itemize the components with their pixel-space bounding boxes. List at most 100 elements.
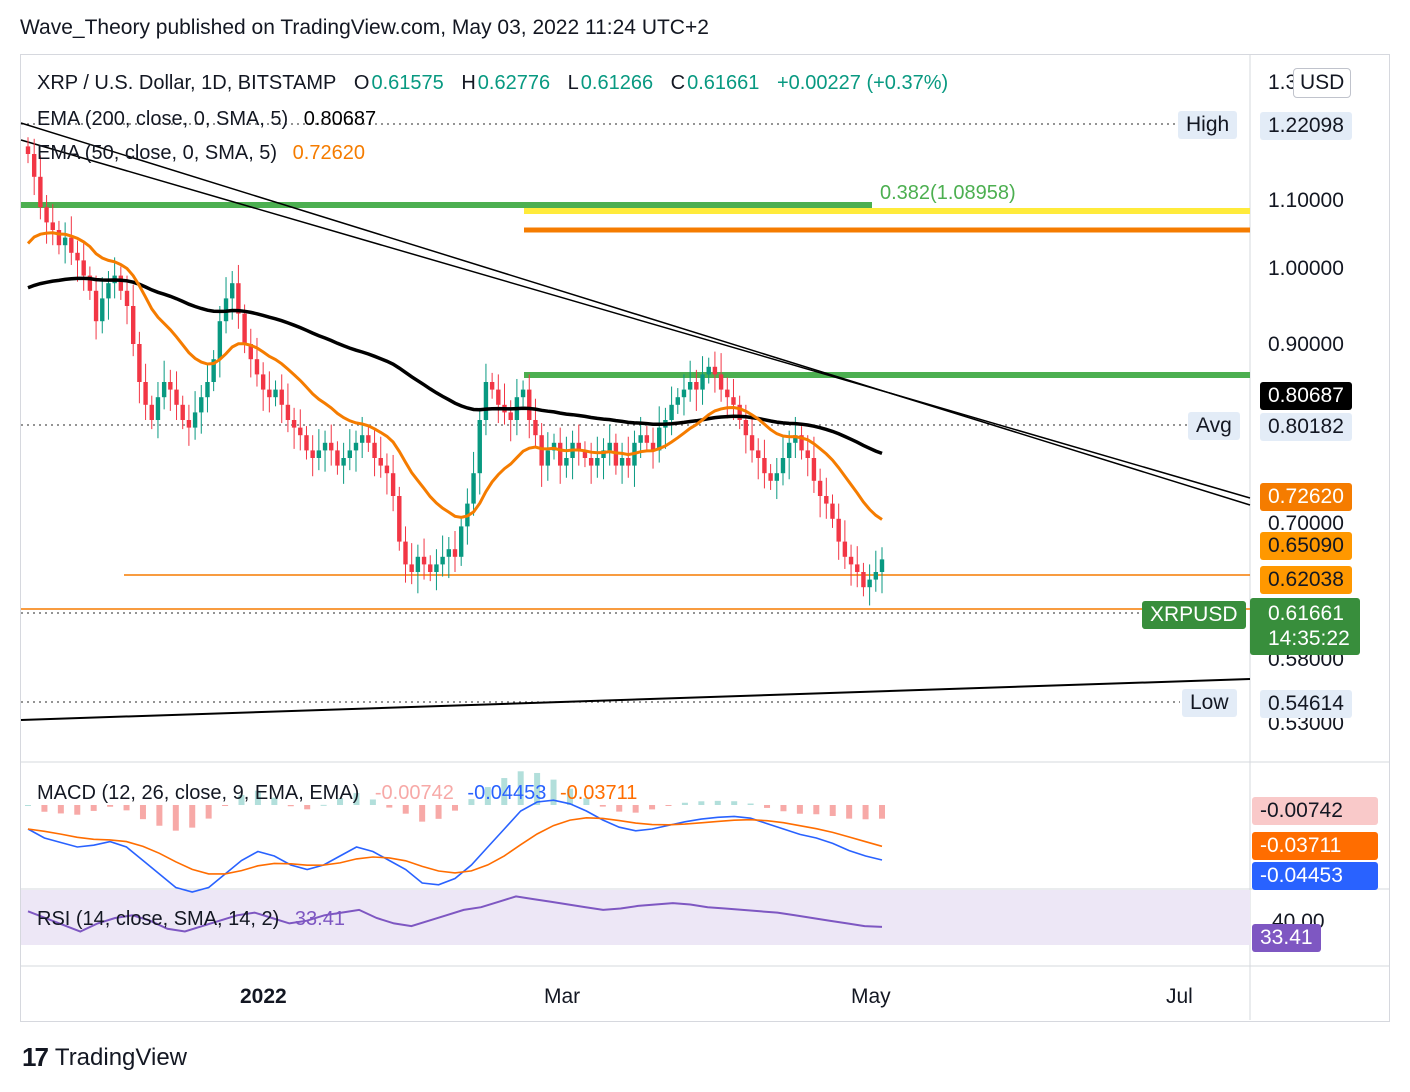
candle-body <box>725 389 730 398</box>
level-a-tag: 0.65090 <box>1260 532 1352 560</box>
macd-hist-bar <box>501 778 508 805</box>
candle-body <box>483 382 489 420</box>
candle-body <box>718 374 724 390</box>
candle-body <box>824 496 829 504</box>
ema50-legend: EMA (50, close, 0, SMA, 5) 0.72620 <box>37 142 367 165</box>
macd-hist-bar <box>747 803 754 805</box>
candle-body <box>428 564 433 572</box>
candle-body <box>805 450 810 458</box>
macd-hist-bar <box>435 805 442 819</box>
candle-body <box>124 290 130 306</box>
time-tick: Mar <box>544 985 580 1008</box>
macd-hist-bar <box>484 787 491 805</box>
macd-hist-bar <box>74 805 81 815</box>
candle-body <box>353 442 359 451</box>
candle-body <box>118 275 124 291</box>
candle-body <box>558 442 563 466</box>
candle-body <box>458 526 464 557</box>
rsi-line <box>27 895 883 933</box>
candle-body <box>217 321 223 360</box>
macd-hist-bar <box>879 805 885 819</box>
macd-hist-bar <box>369 799 376 805</box>
candle-body <box>149 404 154 420</box>
candle-body <box>372 442 377 458</box>
macd-hist-bar <box>123 805 130 811</box>
signal-line <box>27 816 883 875</box>
tradingview-mark-icon: 17 <box>22 1042 49 1072</box>
macd-hist-bar <box>172 805 179 831</box>
candle-body <box>186 420 192 428</box>
publisher-line: Wave_Theory published on TradingView.com… <box>20 16 709 39</box>
candle-body <box>341 458 346 466</box>
candle-body <box>205 382 210 398</box>
last-price-tag: 0.61661 14:35:22 <box>1250 598 1360 655</box>
candle-body <box>236 283 241 314</box>
candle-body <box>415 556 421 572</box>
fib-label: 0.382(1.08958) <box>880 182 1016 204</box>
rsi-value: 33.41 <box>294 908 345 930</box>
candle-body <box>267 389 272 398</box>
candle-body <box>737 404 742 420</box>
macd-hist-bar <box>41 805 48 812</box>
candle-body <box>174 389 179 405</box>
candle-body <box>378 458 383 466</box>
time-tick: May <box>851 985 891 1008</box>
candle-body <box>700 374 705 390</box>
currency-button[interactable]: USD <box>1293 68 1352 98</box>
countdown-value: 14:35:22 <box>1268 627 1350 650</box>
candle-body <box>347 450 352 458</box>
candle-body <box>601 450 606 458</box>
candle-body <box>595 458 600 466</box>
candle-body <box>87 275 93 291</box>
candle-body <box>712 366 718 375</box>
candle-body <box>477 420 482 474</box>
candle-body <box>81 260 86 276</box>
ema50-line <box>26 231 883 521</box>
upper-trendline-a <box>20 122 1251 506</box>
time-tick: Jul <box>1166 985 1193 1008</box>
candle-body <box>106 283 111 299</box>
close-value: 0.61661 <box>687 72 760 94</box>
main-legend: XRP / U.S. Dollar, 1D, BITSTAMP O 0.61575… <box>37 72 950 95</box>
candle-body <box>199 397 204 413</box>
candle-body <box>50 222 55 230</box>
candle-body <box>471 473 476 504</box>
candle-body <box>619 458 625 466</box>
ema50-price-tag: 0.72620 <box>1260 483 1352 511</box>
candle-body <box>867 579 872 588</box>
macd-signal-value: -0.03711 <box>559 782 638 804</box>
candle-body <box>403 541 408 565</box>
candle-body <box>310 450 315 458</box>
candle-body <box>687 382 693 390</box>
candle-body <box>390 473 396 496</box>
candle-body <box>743 420 749 436</box>
candle-body <box>520 389 526 398</box>
candle-body <box>291 420 297 428</box>
macd-hist-bar <box>599 805 606 807</box>
avg-label-tag: Avg <box>1188 412 1240 440</box>
tradingview-logo[interactable]: 17 TradingView <box>22 1042 187 1073</box>
candle-body <box>260 374 266 390</box>
candle-body <box>855 564 860 572</box>
high-label-tag: High <box>1178 111 1238 139</box>
macd-hist-bar <box>271 797 278 805</box>
candle-body <box>440 556 445 565</box>
macd-hist-bar <box>566 788 573 805</box>
macd-hist-bar <box>254 790 261 805</box>
price-tick: 1.10000 <box>1268 189 1344 212</box>
candle-body <box>879 559 885 572</box>
candle-body <box>780 458 786 474</box>
chart-frame <box>20 54 1390 1022</box>
candle-body <box>143 382 148 405</box>
macd-hist-bar <box>764 805 771 808</box>
candle-body <box>335 450 340 466</box>
candle-body <box>626 458 631 466</box>
low-value-tag: 0.54614 <box>1260 690 1352 718</box>
macd-hist-bar <box>238 794 245 805</box>
macd-hist-bar <box>632 805 639 813</box>
macd-hist-bar <box>796 805 803 814</box>
macd-hist-bar <box>468 799 475 805</box>
ema200-label: EMA (200, close, 0, SMA, 5) <box>37 108 289 130</box>
candle-body <box>836 518 841 542</box>
candle-body <box>811 458 817 481</box>
